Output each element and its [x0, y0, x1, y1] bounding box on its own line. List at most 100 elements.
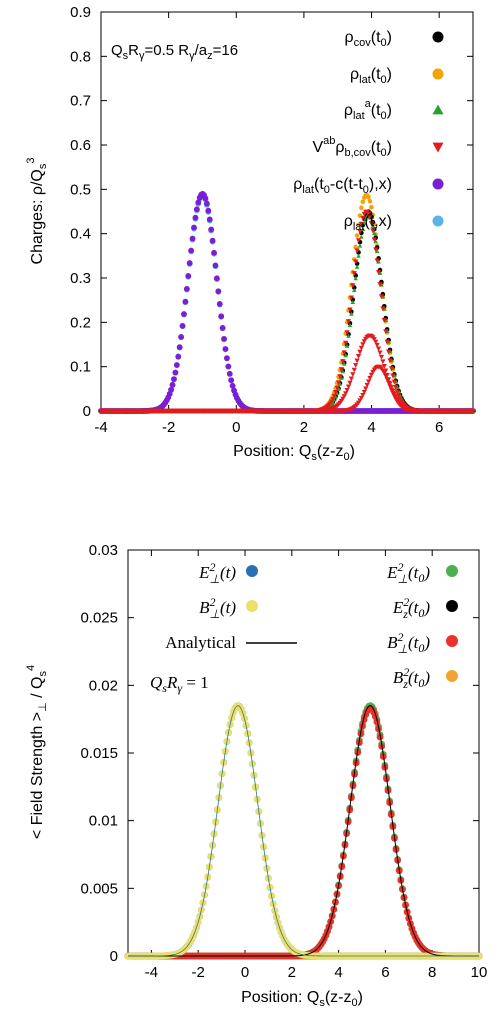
y-tick-label: 0.5	[70, 181, 91, 198]
data-point	[182, 298, 189, 305]
data-point	[354, 358, 360, 364]
data-point	[358, 345, 364, 351]
data-point	[367, 215, 373, 221]
y-tick-label: 0.2	[70, 314, 91, 331]
data-point	[380, 306, 386, 312]
data-point	[347, 307, 353, 313]
data-point	[359, 205, 364, 211]
data-point	[203, 200, 210, 207]
data-point	[356, 222, 361, 228]
data-point	[350, 299, 356, 305]
data-point	[388, 385, 395, 390]
y-tick-label: 0.3	[70, 270, 91, 287]
data-point	[216, 301, 223, 307]
y-tick-label: 0.4	[70, 226, 91, 243]
chart-top: -4 -2 0 2 4 6 0 0.1 0.2 0.3 0.4 0.5 0.6 0.7 0.8 0.9 Qs…	[25, 4, 476, 463]
data-point	[348, 295, 354, 301]
data-point	[186, 260, 193, 266]
data-point	[470, 408, 476, 414]
data-point	[191, 224, 197, 231]
x-tick-label: -2	[192, 964, 205, 981]
data-point	[383, 368, 389, 374]
data-point	[365, 379, 372, 385]
y-tick-label: 0.015	[80, 745, 118, 762]
data-point	[351, 288, 357, 293]
data-point	[337, 381, 343, 386]
data-point	[390, 373, 396, 379]
y-axis-label-bottom: < Field Strength >⊥ / Qs4	[25, 665, 49, 839]
data-point	[385, 377, 392, 383]
data-point	[354, 233, 360, 238]
data-point	[357, 243, 363, 248]
data-point	[359, 722, 366, 730]
data-point	[193, 206, 200, 213]
legend-label-b-perp-t: B2 ⊥(t)	[199, 595, 236, 621]
data-point	[206, 216, 213, 223]
data-point	[377, 350, 383, 356]
data-point	[373, 247, 379, 253]
legend-marker-lat-t0	[432, 68, 444, 80]
data-point	[354, 248, 360, 254]
plot-frame-top	[100, 11, 474, 412]
data-point	[391, 379, 397, 385]
data-point	[168, 386, 175, 393]
data-point	[340, 359, 346, 364]
chart-bottom: -4 -2 0 2 4 6 8 10 0 0.005 0.01 0.015 0.02 0.025 0.03…	[25, 542, 487, 1009]
x-ticks-top: -4 -2 0 2 4 6	[94, 12, 443, 436]
data-point	[175, 353, 182, 360]
data-point	[371, 230, 377, 236]
data-point	[356, 253, 361, 258]
data-point	[336, 386, 341, 391]
data-point	[345, 319, 352, 324]
data-point	[390, 388, 396, 394]
data-point	[394, 389, 400, 395]
data-point	[188, 247, 195, 254]
x-tick-label: 0	[232, 419, 240, 436]
x-tick-label: 8	[428, 964, 436, 981]
data-point	[351, 271, 357, 276]
data-point	[338, 367, 344, 372]
series-e-t	[124, 702, 483, 960]
legend-marker-lat-a-t0	[432, 104, 444, 115]
data-point	[335, 380, 342, 385]
data-point	[354, 264, 360, 269]
data-point	[344, 343, 350, 348]
legend-marker-e-perp-t	[246, 565, 258, 577]
data-point	[378, 294, 385, 300]
legend-label-rho-cov: ρcov(t0)	[345, 29, 392, 49]
data-point	[383, 329, 389, 334]
data-point	[202, 195, 209, 202]
data-point	[346, 333, 351, 338]
annotation-qsr: QsRγ = 1	[150, 673, 209, 695]
legend-label-b-perp-t0: B2 ⊥(t0)	[387, 630, 430, 656]
data-point	[358, 221, 364, 227]
data-point	[222, 346, 229, 352]
data-point	[353, 363, 359, 368]
y-tick-label: 0.7	[70, 93, 91, 110]
data-point	[343, 353, 348, 358]
y-tick-label: 0.005	[80, 880, 118, 897]
data-point	[370, 228, 376, 234]
legend-label-rho-lat-a: ρlata(t0)	[344, 98, 392, 122]
data-point	[360, 199, 366, 205]
data-point	[371, 237, 377, 243]
marks-bottom	[124, 702, 483, 960]
data-point	[359, 234, 364, 239]
data-point	[229, 382, 236, 389]
data-point	[388, 366, 395, 372]
data-point	[343, 340, 349, 346]
data-point	[189, 235, 196, 242]
series-analytical-line-left	[128, 705, 479, 957]
data-point	[360, 215, 366, 221]
legend-bottom: E2 ⊥(t) B2 ⊥(t) Analytical QsRγ = 1 E2 ⊥(t0…	[150, 560, 458, 695]
x-tick-label: -2	[162, 419, 175, 436]
data-point	[218, 313, 225, 320]
legend-marker-e-perp-t0	[446, 565, 458, 577]
data-point	[384, 339, 390, 345]
data-point	[381, 318, 387, 323]
data-point	[374, 342, 380, 348]
data-point	[368, 221, 375, 226]
data-point	[181, 311, 187, 317]
data-point	[375, 270, 382, 275]
data-point	[365, 211, 372, 217]
